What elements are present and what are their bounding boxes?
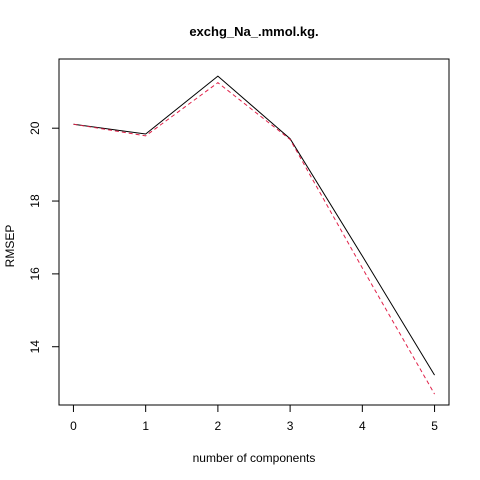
x-tick-label: 0 (70, 419, 77, 433)
y-axis-label: RMSEP (3, 225, 17, 268)
y-axis: 14 16 18 20 (28, 121, 60, 354)
x-tick-label: 2 (215, 419, 222, 433)
x-tick-label: 3 (287, 419, 294, 433)
y-tick-label: 14 (28, 340, 42, 354)
x-tick-label: 4 (359, 419, 366, 433)
y-tick-label: 18 (28, 194, 42, 208)
y-tick-label: 20 (28, 121, 42, 135)
x-axis-label: number of components (193, 451, 316, 465)
x-tick-label: 1 (142, 419, 149, 433)
x-tick-label: 5 (431, 419, 438, 433)
series-line-1 (73, 75, 435, 376)
series-group (73, 75, 435, 395)
chart-title: exchg_Na_.mmol.kg. (189, 24, 318, 39)
x-axis: 0 1 2 3 4 5 (70, 404, 438, 433)
y-tick-label: 16 (28, 267, 42, 281)
